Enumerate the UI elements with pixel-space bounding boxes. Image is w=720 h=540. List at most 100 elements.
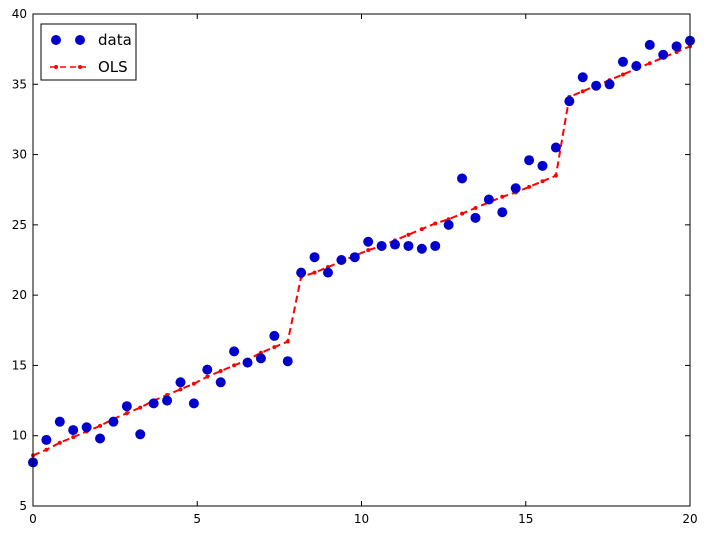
data-point	[644, 39, 655, 50]
data-point	[537, 160, 548, 171]
data-point	[510, 183, 521, 194]
data-point	[282, 356, 293, 367]
x-tick-label: 15	[518, 512, 533, 526]
legend-ols-marker	[54, 65, 58, 69]
data-point	[617, 56, 628, 67]
data-point	[430, 240, 441, 251]
data-point	[443, 219, 454, 230]
ols-point	[98, 423, 103, 428]
ols-point	[71, 435, 76, 440]
data-point	[376, 240, 387, 251]
data-point	[81, 422, 92, 433]
data-point	[524, 155, 535, 166]
ols-series	[31, 44, 692, 458]
legend-ols-marker	[78, 65, 82, 69]
ols-point	[124, 411, 129, 416]
legend-box	[40, 23, 137, 81]
ols-point	[218, 369, 223, 374]
legend-data-marker	[51, 35, 61, 45]
data-point	[550, 142, 561, 153]
data-point	[631, 61, 642, 72]
data-point	[202, 364, 213, 375]
data-point	[162, 395, 173, 406]
data-point	[95, 433, 106, 444]
data-point	[41, 434, 52, 445]
data-point	[497, 207, 508, 218]
data-point	[255, 353, 266, 364]
x-axis: 0 5 10 15 20	[29, 14, 698, 526]
ols-point	[433, 221, 438, 226]
ols-point	[138, 405, 143, 410]
ols-point	[419, 227, 424, 232]
ols-point	[178, 387, 183, 392]
ols-point	[44, 447, 49, 452]
data-point	[215, 377, 226, 388]
x-tick-label: 0	[29, 512, 37, 526]
legend-label-data: data	[98, 31, 132, 49]
ols-point	[406, 232, 411, 237]
data-point	[349, 252, 360, 263]
data-point	[671, 41, 682, 52]
ols-point	[285, 339, 290, 344]
ols-point	[312, 270, 317, 275]
data-series	[28, 35, 695, 468]
data-point	[564, 96, 575, 107]
ols-point	[366, 248, 371, 253]
data-point	[269, 330, 280, 341]
data-point	[229, 346, 240, 357]
ols-point	[527, 184, 532, 189]
data-point	[148, 398, 159, 409]
x-tick-label: 20	[682, 512, 697, 526]
data-point	[457, 173, 468, 184]
ols-point	[500, 194, 505, 199]
y-tick-label: 25	[12, 218, 27, 232]
ols-point	[232, 363, 237, 368]
ols-point	[647, 61, 652, 66]
x-tick-label: 10	[354, 512, 369, 526]
data-point	[363, 236, 374, 247]
data-point	[68, 425, 79, 436]
data-point	[175, 377, 186, 388]
y-tick-label: 15	[12, 358, 27, 372]
ols-point	[460, 211, 465, 216]
ols-point	[540, 179, 545, 184]
ols-line	[32, 45, 691, 457]
ols-point	[191, 381, 196, 386]
ols-point	[580, 89, 585, 94]
y-tick-label: 30	[12, 148, 27, 162]
data-point	[121, 401, 132, 412]
data-point	[296, 267, 307, 278]
data-point	[242, 357, 253, 368]
axes-frame	[32, 13, 691, 507]
y-tick-label: 20	[12, 288, 27, 302]
data-point	[54, 416, 65, 427]
legend: data OLS	[40, 23, 137, 81]
data-point	[658, 49, 669, 60]
ols-point	[620, 72, 625, 77]
data-point	[135, 429, 146, 440]
data-point	[416, 243, 427, 254]
data-point	[336, 255, 347, 265]
legend-data-marker	[75, 35, 85, 45]
y-tick-label: 35	[12, 77, 27, 91]
data-point	[403, 240, 414, 251]
data-point	[108, 416, 119, 427]
data-point	[470, 212, 481, 223]
ols-point	[473, 205, 478, 210]
ols-point	[553, 173, 558, 178]
ols-point	[205, 374, 210, 379]
data-point	[309, 252, 320, 263]
data-point	[390, 239, 401, 250]
data-point	[483, 194, 494, 205]
y-tick-label: 40	[12, 7, 27, 21]
data-point	[188, 398, 199, 409]
x-tick-label: 5	[193, 512, 201, 526]
data-point	[604, 79, 615, 90]
y-tick-label: 5	[19, 499, 27, 513]
y-tick-label: 10	[12, 429, 27, 443]
ols-point	[272, 345, 277, 350]
data-point	[577, 72, 588, 83]
y-axis: 5 10 15 20 25 30 35 40	[12, 7, 690, 513]
data-point	[591, 80, 602, 91]
